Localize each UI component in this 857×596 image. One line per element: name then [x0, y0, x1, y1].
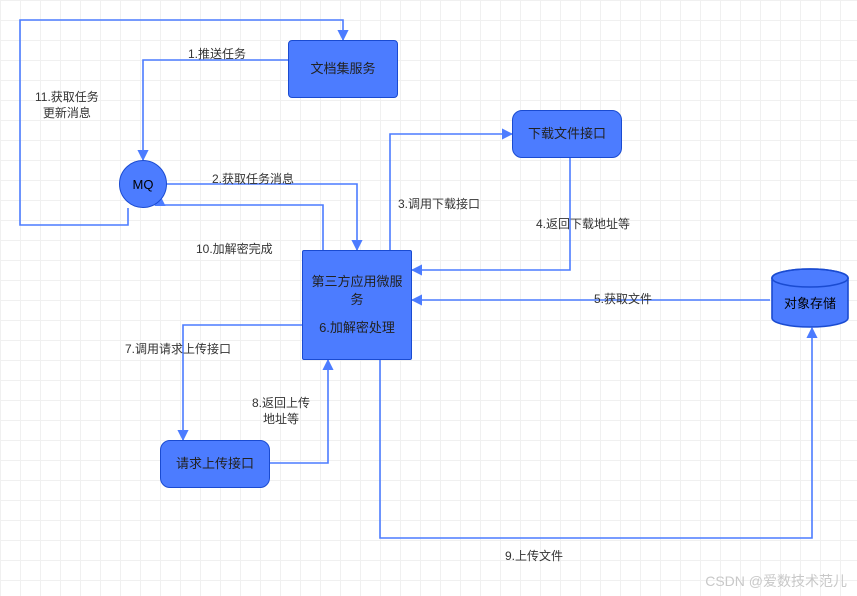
edge-label-1: 1.推送任务: [188, 45, 246, 62]
node-label: 下载文件接口: [528, 125, 606, 143]
edge-label-2: 2.获取任务消息: [212, 170, 294, 187]
node-label: MQ: [133, 177, 154, 192]
node-label: 对象存储: [784, 293, 836, 312]
node-label: 第三方应用微服务: [303, 273, 411, 309]
edges-layer: [0, 0, 857, 596]
node-third-party: 第三方应用微服务 6.加解密处理: [302, 250, 412, 360]
diagram-canvas: 文档集服务 MQ 下载文件接口 第三方应用微服务 6.加解密处理 对象存储 请求…: [0, 0, 857, 596]
edge-label-11-line2: 更新消息: [43, 106, 91, 120]
edge-label-4: 4.返回下载地址等: [536, 215, 630, 232]
edge-label-7: 7.调用请求上传接口: [125, 340, 231, 357]
edge-label-3: 3.调用下载接口: [398, 195, 480, 212]
node-upload-api: 请求上传接口: [160, 440, 270, 488]
node-download-api: 下载文件接口: [512, 110, 622, 158]
edge-label-5: 5.获取文件: [594, 290, 652, 307]
node-mq: MQ: [119, 160, 167, 208]
node-sublabel: 6.加解密处理: [319, 319, 395, 337]
edge-label-10: 10.加解密完成: [196, 240, 273, 257]
node-object-store: 对象存储: [770, 268, 850, 328]
edge-label-8-line1: 8.返回上传: [252, 396, 310, 410]
edge-label-9: 9.上传文件: [505, 547, 563, 564]
edge-label-11: 11.获取任务 更新消息: [35, 90, 99, 121]
edge-label-11-line1: 11.获取任务: [35, 90, 99, 104]
node-doc-service: 文档集服务: [288, 40, 398, 98]
edge-label-8: 8.返回上传 地址等: [252, 396, 310, 427]
node-label: 文档集服务: [310, 60, 375, 78]
node-label: 请求上传接口: [176, 455, 254, 473]
edge-label-8-line2: 地址等: [263, 412, 299, 426]
watermark: CSDN @爱数技术范儿: [705, 571, 847, 591]
